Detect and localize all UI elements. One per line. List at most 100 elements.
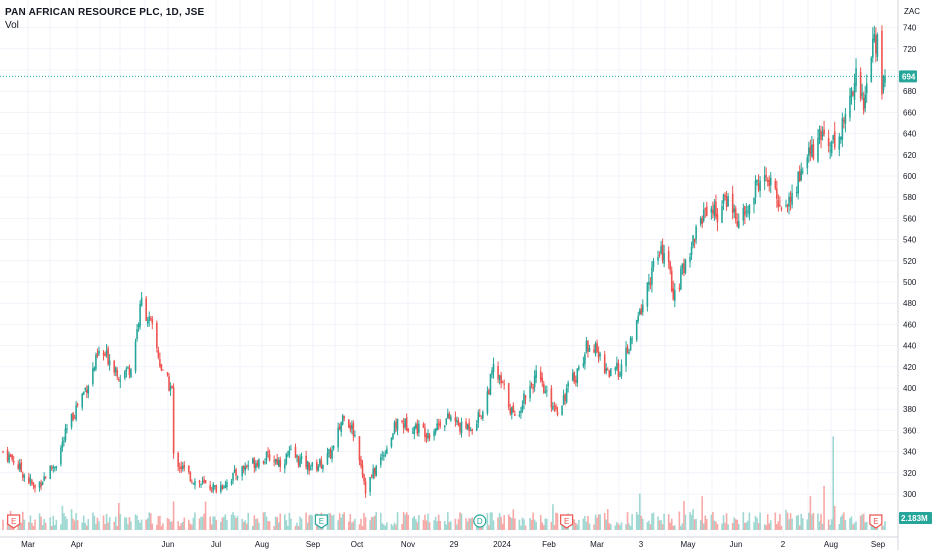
volume-bar: [70, 509, 73, 530]
candle-body: [625, 347, 627, 367]
candle-body: [294, 447, 297, 458]
candle-body: [652, 260, 655, 268]
earnings-flag-icon[interactable]: [560, 514, 574, 529]
volume-bar: [415, 519, 417, 530]
volume-bar: [859, 515, 862, 530]
volume-bar: [151, 523, 154, 530]
earnings-flag-icon[interactable]: [7, 514, 21, 529]
candle-body: [838, 136, 841, 150]
volume-bar: [616, 522, 618, 530]
dividend-marker[interactable]: D: [473, 514, 487, 528]
volume-bar: [159, 515, 161, 530]
earnings-marker[interactable]: E: [7, 514, 21, 529]
candle-body: [299, 458, 301, 468]
volume-legend[interactable]: Vol: [5, 20, 19, 31]
volume-bar: [146, 518, 149, 530]
candle-body: [617, 363, 620, 377]
volume-bar: [486, 512, 489, 530]
earnings-marker[interactable]: E: [560, 514, 574, 529]
candle-body: [651, 267, 653, 285]
volume-bar: [788, 519, 790, 530]
currency-label: ZAC: [904, 7, 920, 16]
volume-bar: [843, 512, 845, 530]
candle-body: [316, 462, 318, 470]
volume-bar: [204, 501, 207, 530]
volume-bar: [574, 522, 577, 530]
candle-body: [672, 288, 675, 300]
candle-body: [541, 377, 544, 382]
volume-tag[interactable]: [899, 512, 932, 524]
candle-body: [855, 68, 857, 86]
volume-bar: [60, 524, 62, 530]
dividend-circle-icon[interactable]: [473, 514, 487, 528]
earnings-flag-icon[interactable]: [869, 514, 883, 529]
volume-bar: [507, 514, 510, 530]
earnings-marker[interactable]: E: [869, 514, 883, 529]
candle-body: [859, 72, 862, 99]
volume-bar: [827, 519, 830, 530]
candle-body: [619, 373, 621, 375]
volume-bar: [683, 501, 685, 530]
candle-body: [811, 144, 813, 157]
candle-body: [60, 448, 62, 465]
volume-bar: [116, 526, 119, 530]
volume-bar: [384, 525, 387, 530]
price-axis[interactable]: ZAC 300 320 340 360 380 400 420 440 460 480 500 520 5…: [897, 0, 932, 550]
candle-body: [661, 244, 664, 261]
y-tick-label: 540: [903, 236, 917, 245]
volume-bar: [791, 518, 793, 530]
candle-body: [635, 319, 638, 340]
candle-body: [169, 386, 172, 390]
candle-body: [230, 481, 233, 484]
volume-bar: [497, 517, 499, 530]
volume-bar: [523, 519, 525, 530]
candle-body: [338, 426, 341, 430]
candle-body: [104, 354, 106, 357]
volume-bar: [710, 514, 713, 530]
candle-body: [776, 188, 778, 199]
volume-bar: [233, 515, 236, 530]
candle-body: [38, 481, 41, 488]
volume-bar: [117, 502, 120, 530]
volume-bar: [390, 523, 393, 530]
candle-body: [626, 347, 629, 354]
candle-body: [268, 454, 271, 461]
candle-body: [9, 454, 12, 457]
candle-body: [585, 340, 588, 352]
earnings-flag-icon[interactable]: [314, 514, 328, 529]
volume-bar: [43, 519, 45, 530]
candle-body: [447, 413, 449, 418]
candle-body: [258, 459, 260, 468]
volume-bar: [358, 524, 361, 530]
candle-body: [360, 459, 362, 466]
volume-bar: [702, 523, 705, 530]
candle-body: [134, 341, 137, 372]
volume-bar: [533, 519, 536, 530]
candle-body: [436, 423, 438, 430]
y-tick-label: 300: [903, 490, 917, 499]
volume-bar: [552, 504, 554, 530]
candle-body: [456, 420, 458, 423]
volume-bar: [32, 525, 35, 530]
volume-bar: [148, 512, 151, 530]
candle-body: [789, 196, 792, 202]
time-axis[interactable]: Mar Apr Jun Jul Aug Sep Oct Nov 29 2024 Feb Mar 3 May…: [0, 536, 898, 549]
last-price-tag[interactable]: [899, 70, 917, 83]
candle-body: [763, 175, 766, 182]
candle-body: [786, 204, 789, 207]
volume-bar: [610, 524, 612, 530]
candle-body: [512, 405, 515, 413]
candle-body: [98, 350, 100, 354]
volume-bar: [448, 522, 451, 530]
candle-body: [317, 466, 320, 472]
symbol-title[interactable]: PAN AFRICAN RESOURCE PLC, 1D, JSE: [5, 7, 205, 18]
volume-bar: [625, 524, 627, 530]
volume-bar: [571, 519, 574, 530]
candle-body: [818, 129, 821, 139]
earnings-marker[interactable]: E: [314, 514, 328, 529]
volume-bar: [492, 520, 495, 530]
candle-body: [562, 395, 565, 405]
candle-body: [6, 450, 9, 461]
